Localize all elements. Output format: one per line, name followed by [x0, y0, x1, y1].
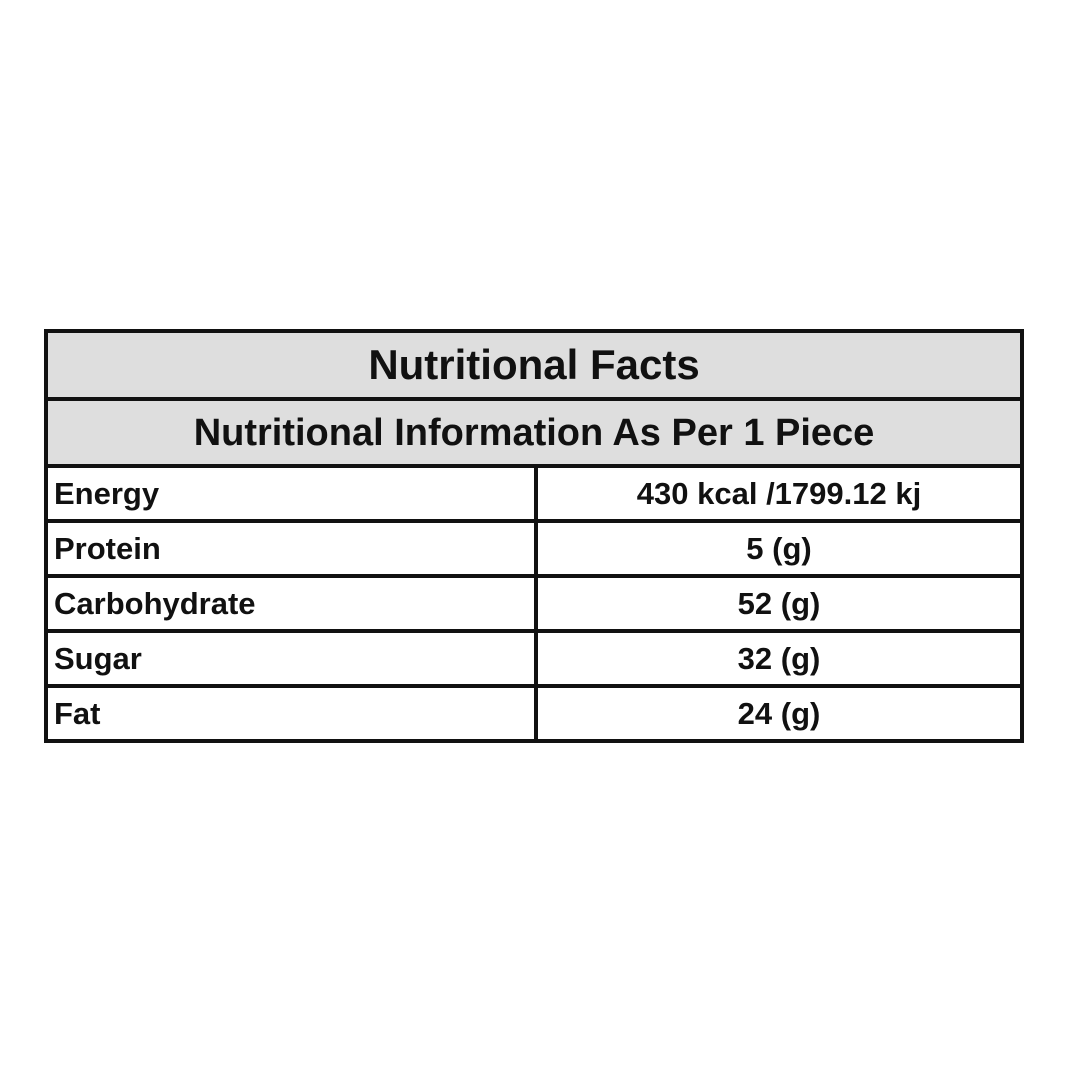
nutrient-label: Fat	[44, 684, 538, 743]
table-row-energy: Energy 430 kcal /1799.12 kj	[44, 464, 1024, 523]
table-title: Nutritional Facts	[44, 329, 1024, 401]
nutrient-value: 430 kcal /1799.12 kj	[534, 464, 1024, 523]
nutrient-value: 32 (g)	[534, 629, 1024, 688]
title-row: Nutritional Facts	[44, 329, 1024, 401]
nutrient-value: 52 (g)	[534, 574, 1024, 633]
nutrition-facts-table: Nutritional Facts Nutritional Informatio…	[44, 329, 1024, 743]
table-row-fat: Fat 24 (g)	[44, 684, 1024, 743]
nutrient-label: Protein	[44, 519, 538, 578]
table-row-sugar: Sugar 32 (g)	[44, 629, 1024, 688]
nutrient-label: Energy	[44, 464, 538, 523]
table-row-protein: Protein 5 (g)	[44, 519, 1024, 578]
table-subtitle: Nutritional Information As Per 1 Piece	[44, 397, 1024, 468]
subtitle-row: Nutritional Information As Per 1 Piece	[44, 397, 1024, 468]
table-row-carbohydrate: Carbohydrate 52 (g)	[44, 574, 1024, 633]
nutrient-label: Carbohydrate	[44, 574, 538, 633]
nutrient-value: 24 (g)	[534, 684, 1024, 743]
nutrient-value: 5 (g)	[534, 519, 1024, 578]
nutrient-label: Sugar	[44, 629, 538, 688]
